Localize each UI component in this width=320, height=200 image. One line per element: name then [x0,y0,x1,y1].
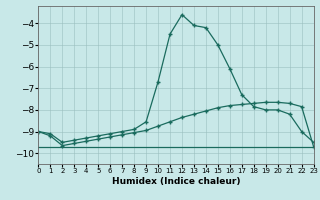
X-axis label: Humidex (Indice chaleur): Humidex (Indice chaleur) [112,177,240,186]
